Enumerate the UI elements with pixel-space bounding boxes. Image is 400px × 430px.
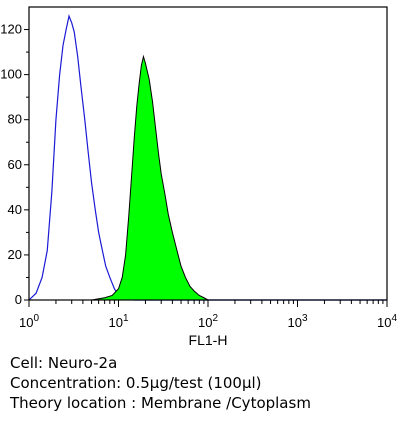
y-tick-label: 60 <box>8 157 22 172</box>
x-axis-title: FL1-H <box>189 332 228 348</box>
y-tick-label: 80 <box>8 112 22 127</box>
histogram-chart: 0 20 40 60 80 100 120 100 101 102 103 104 FL1-H <box>0 6 397 348</box>
y-tick-label: 120 <box>0 22 22 37</box>
y-tick-label: 20 <box>8 247 22 262</box>
caption: Cell: Neuro-2a Concentration: 0.5μg/test… <box>10 353 395 413</box>
y-tick-label: 40 <box>8 202 22 217</box>
x-tick-label: 103 <box>287 313 307 330</box>
series-layer <box>28 13 387 301</box>
plot-frame <box>28 6 388 301</box>
caption-concentration: Concentration: 0.5μg/test (100μl) <box>10 374 262 392</box>
series-outline-histogram <box>28 13 387 301</box>
x-tick-label: 104 <box>377 313 397 330</box>
y-tick-label: 100 <box>0 67 22 82</box>
y-tick-label: 0 <box>15 292 22 307</box>
x-tick-label: 101 <box>108 313 128 330</box>
tick-layer: 0 20 40 60 80 100 120 100 101 102 103 104 <box>0 22 397 330</box>
x-tick-label: 100 <box>19 313 39 330</box>
series-filled-histogram <box>29 54 387 301</box>
caption-theory-location: Theory location : Membrane /Cytoplasm <box>10 394 311 412</box>
caption-cell-line: Cell: Neuro-2a <box>10 354 118 372</box>
x-tick-label: 102 <box>198 313 218 330</box>
